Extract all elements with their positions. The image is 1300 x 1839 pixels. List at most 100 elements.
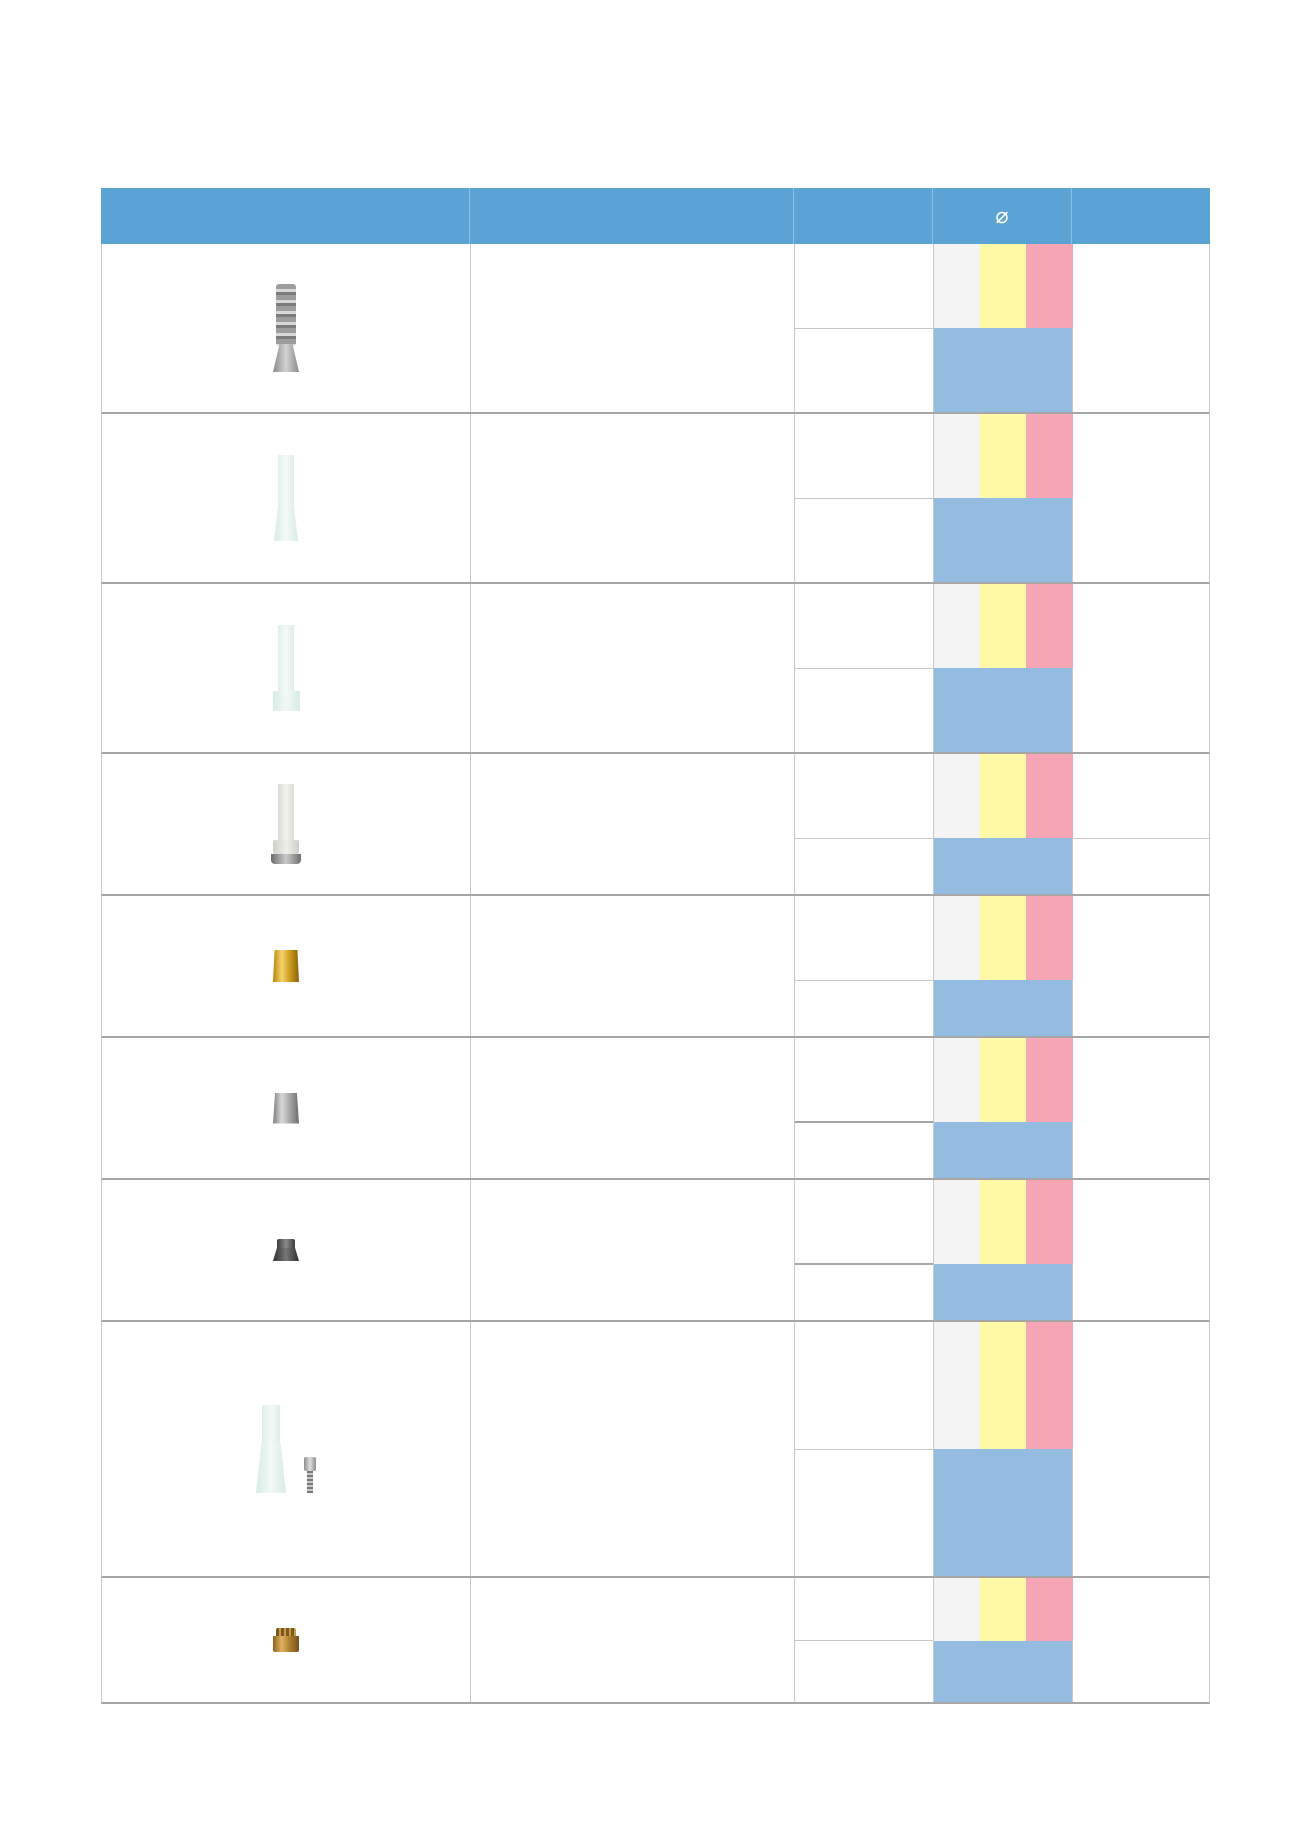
description-cell — [471, 244, 795, 412]
platform-swatch-grey — [934, 896, 980, 980]
platform-swatch-pink — [1026, 244, 1073, 328]
reference-cell — [795, 584, 934, 752]
reference-top — [795, 754, 933, 839]
extra-cell — [1073, 414, 1209, 582]
table-row — [101, 584, 1210, 754]
reference-top — [795, 244, 933, 329]
reference-bottom — [795, 1641, 933, 1702]
threaded-titanium-abutment-icon — [273, 284, 299, 372]
diameter-band — [934, 328, 1072, 412]
table-row — [101, 896, 1210, 1038]
reference-cell — [795, 1038, 934, 1178]
diameter-cell — [934, 584, 1073, 752]
diameter-cell — [934, 1322, 1073, 1576]
platform-swatch-yellow — [980, 414, 1026, 498]
product-image-cell — [102, 1322, 471, 1576]
table-row — [101, 414, 1210, 584]
table-row — [101, 1578, 1210, 1704]
platform-swatch-yellow — [980, 584, 1026, 668]
diameter-band — [934, 838, 1072, 894]
diameter-band — [934, 1264, 1072, 1320]
table-header: ⌀ — [101, 188, 1210, 244]
description-cell — [471, 1180, 795, 1320]
extra-cell — [1073, 754, 1209, 894]
diameter-cell — [934, 754, 1073, 894]
reference-bottom — [795, 839, 933, 894]
platform-swatch-grey — [934, 1180, 980, 1264]
plastic-burnout-abutment-icon — [274, 455, 298, 541]
header-diameter-column: ⌀ — [933, 188, 1072, 244]
gold-cap-icon — [273, 950, 299, 982]
reference-top — [795, 1180, 933, 1265]
diameter-cell — [934, 414, 1073, 582]
platform-swatch-yellow — [980, 1180, 1026, 1264]
platform-swatch-pink — [1026, 754, 1073, 838]
description-cell — [471, 1322, 795, 1576]
product-image-cell — [102, 1038, 471, 1178]
table-row — [101, 244, 1210, 414]
product-image-cell — [102, 584, 471, 752]
diameter-cell — [934, 1038, 1073, 1178]
table-row — [101, 754, 1210, 896]
description-cell — [471, 584, 795, 752]
header-description-column — [470, 188, 794, 244]
reference-cell — [795, 896, 934, 1036]
reference-top — [795, 896, 933, 981]
reference-bottom — [795, 1265, 933, 1320]
diameter-band — [934, 668, 1072, 752]
platform-swatch-yellow — [980, 244, 1026, 328]
table-row — [101, 1322, 1210, 1578]
reference-bottom — [795, 1123, 933, 1178]
header-image-column — [101, 188, 470, 244]
dark-healing-cap-icon — [273, 1239, 299, 1261]
platform-swatch-pink — [1026, 1578, 1073, 1641]
platform-swatch-grey — [934, 1038, 980, 1122]
product-image-cell — [102, 1180, 471, 1320]
product-image-cell — [102, 754, 471, 894]
extra-cell — [1073, 1322, 1209, 1576]
platform-swatch-yellow — [980, 1578, 1026, 1641]
product-image-cell — [102, 896, 471, 1036]
burnout-abutment-with-screw-icon — [256, 1405, 316, 1493]
reference-top — [795, 1038, 933, 1123]
platform-swatch-grey — [934, 754, 980, 838]
description-cell — [471, 414, 795, 582]
platform-swatch-grey — [934, 1322, 980, 1449]
reference-cell — [795, 414, 934, 582]
platform-swatch-yellow — [980, 1038, 1026, 1122]
diameter-band — [934, 1122, 1072, 1178]
description-cell — [471, 1578, 795, 1702]
diameter-band — [934, 1641, 1072, 1702]
extra-cell — [1073, 244, 1209, 412]
bronze-cap-icon — [273, 1628, 299, 1652]
platform-swatch-yellow — [980, 1322, 1026, 1449]
reference-bottom — [795, 1450, 933, 1576]
diameter-band — [934, 1449, 1072, 1576]
platform-swatch-grey — [934, 584, 980, 668]
reference-bottom — [795, 981, 933, 1036]
product-image-cell — [102, 1578, 471, 1702]
reference-cell — [795, 1322, 934, 1576]
diameter-cell — [934, 244, 1073, 412]
platform-swatch-grey — [934, 1578, 980, 1641]
plastic-collar-abutment-icon — [273, 625, 300, 711]
diameter-cell — [934, 896, 1073, 1036]
extra-cell — [1073, 1578, 1209, 1702]
platform-swatch-yellow — [980, 896, 1026, 980]
product-image-cell — [102, 244, 471, 412]
extra-cell — [1073, 584, 1209, 752]
reference-top — [795, 414, 933, 499]
platform-swatch-pink — [1026, 414, 1073, 498]
extra-cell-divider — [1073, 838, 1209, 839]
platform-swatch-grey — [934, 244, 980, 328]
diameter-band — [934, 498, 1072, 582]
extra-cell — [1073, 1038, 1209, 1178]
extra-cell — [1073, 896, 1209, 1036]
reference-cell — [795, 244, 934, 412]
reference-bottom — [795, 668, 933, 752]
reference-top — [795, 1578, 933, 1641]
header-extra-column — [1072, 188, 1210, 244]
reference-top — [795, 1322, 933, 1450]
header-reference-column — [794, 188, 933, 244]
